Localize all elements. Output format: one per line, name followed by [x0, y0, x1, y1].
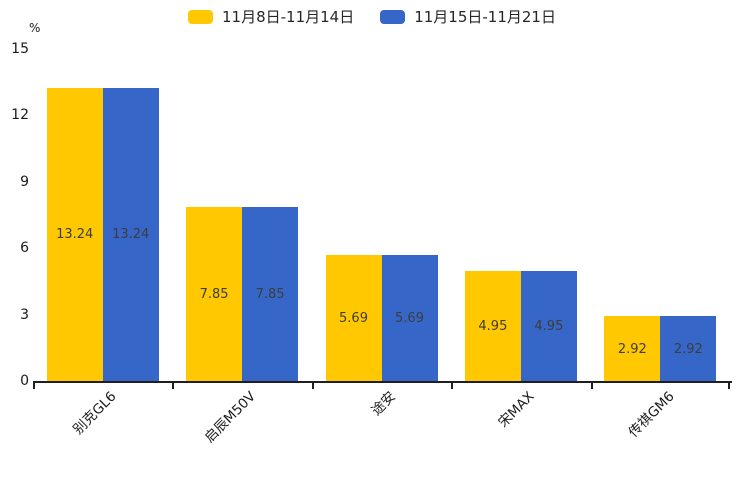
- bar-宋MAX-series1: [520, 271, 577, 381]
- x-axis-category-label: 途安: [367, 388, 399, 419]
- bar-途安-series1: [381, 255, 438, 381]
- y-axis-tick-label: 15: [11, 41, 29, 57]
- x-axis-tick: [451, 383, 454, 389]
- bar-宋MAX-series0: [464, 271, 521, 381]
- legend-swatch-week2: [380, 9, 406, 24]
- x-axis-tick: [590, 383, 593, 389]
- bar-value-label: 5.69: [339, 311, 368, 327]
- bar-传祺GM6-series0: [604, 316, 661, 381]
- bar-value-label: 7.85: [199, 287, 229, 303]
- bar-value-label: 2.92: [617, 341, 647, 357]
- bar-启辰M50V-series1: [242, 207, 299, 381]
- bar-value-label: 4.95: [478, 319, 508, 335]
- bar-传祺GM6-series1: [660, 316, 717, 381]
- legend-item-week2: 11月15日-11月21日: [380, 6, 556, 27]
- bar-value-label: 4.95: [534, 319, 564, 335]
- x-axis-tick: [172, 383, 175, 389]
- legend-label-week2: 11月15日-11月21日: [414, 8, 556, 26]
- y-axis-unit-label: %: [29, 21, 41, 35]
- bar-value-label: 7.85: [255, 287, 285, 303]
- y-axis-tick-label: 6: [20, 240, 29, 257]
- x-axis-category-label: 宋MAX: [495, 388, 538, 431]
- x-axis-tick: [311, 383, 314, 389]
- x-axis-tick: [728, 383, 730, 389]
- y-axis-tick-label: 3: [20, 306, 29, 323]
- x-axis-line: [33, 381, 732, 383]
- y-axis-tick-label: 0: [20, 373, 29, 389]
- bar-value-label: 13.24: [56, 227, 94, 243]
- bar-途安-series0: [325, 255, 382, 381]
- legend-label-week1: 11月8日-11月14日: [222, 8, 355, 26]
- bar-value-label: 5.69: [395, 311, 424, 327]
- chart-legend: 11月8日-11月14日 11月15日-11月21日: [0, 6, 744, 27]
- y-axis-tick-label: 9: [20, 173, 29, 190]
- bar-value-label: 13.24: [112, 227, 150, 243]
- y-axis-tick-label: 12: [11, 107, 29, 124]
- x-axis-tick: [33, 383, 35, 389]
- legend-swatch-week1: [188, 9, 213, 24]
- legend-item-week1: 11月8日-11月14日: [188, 6, 354, 27]
- x-axis-category-label: 传祺GM6: [625, 388, 678, 441]
- bar-value-label: 2.92: [673, 341, 703, 357]
- bar-别克GL6-series0: [46, 87, 103, 381]
- x-axis-category-label: 启辰M50V: [201, 388, 260, 446]
- bar-启辰M50V-series0: [186, 207, 243, 381]
- x-axis-category-label: 别克GL6: [70, 388, 120, 438]
- bar-别克GL6-series1: [102, 87, 159, 381]
